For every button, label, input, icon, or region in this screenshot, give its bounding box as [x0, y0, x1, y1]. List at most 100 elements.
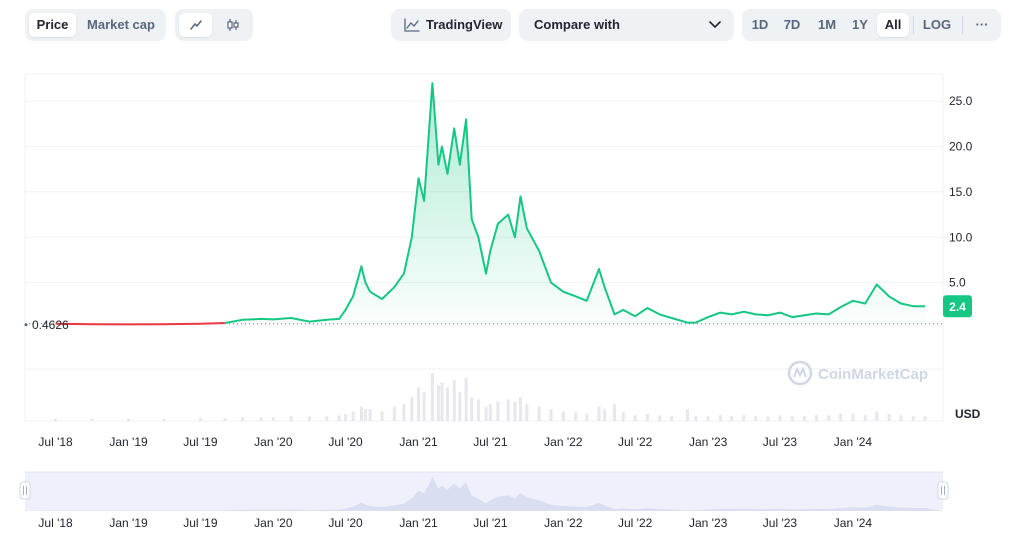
range-1d[interactable]: 1D — [751, 17, 769, 32]
volume-bar — [875, 411, 879, 421]
price-point — [365, 282, 367, 284]
volume-bar — [464, 377, 468, 421]
volume-bar — [325, 416, 329, 421]
more-options-button[interactable]: ··· — [975, 17, 989, 32]
price-point — [403, 273, 405, 275]
volume-bar — [484, 406, 488, 421]
market-cap-tab[interactable]: Market cap — [87, 17, 155, 32]
x-tick-label: Jul '20 — [328, 435, 363, 449]
price-point — [432, 82, 434, 84]
x-tick-label: Jan '21 — [399, 435, 438, 449]
price-point — [695, 322, 697, 324]
price-point — [840, 306, 842, 308]
volume-bar — [803, 416, 807, 421]
volume-bar — [363, 409, 367, 421]
price-point — [447, 173, 449, 175]
price-point — [538, 250, 540, 252]
price-point — [485, 273, 487, 275]
chart-style-toggle — [175, 9, 253, 41]
volume-bar — [351, 411, 355, 421]
range-divider — [962, 16, 963, 34]
price-point — [490, 250, 492, 252]
volume-bar — [337, 415, 341, 421]
navigator-tick-label: Jul '21 — [473, 516, 508, 530]
price-point — [242, 319, 244, 321]
volume-bar — [440, 382, 444, 421]
volume-bar — [380, 411, 384, 421]
volume-bar — [223, 418, 227, 421]
x-tick-label: Jan '20 — [254, 435, 293, 449]
price-point — [441, 146, 443, 148]
price-point — [438, 164, 440, 166]
volume-bar — [603, 409, 607, 421]
candlestick-chart-button[interactable] — [216, 13, 249, 37]
volume-bar — [518, 397, 522, 421]
volume-bar — [670, 416, 674, 421]
tradingview-label: TradingView — [426, 17, 503, 32]
x-tick-label: Jul '22 — [618, 435, 653, 449]
price-tab[interactable]: Price — [29, 13, 76, 37]
price-point — [411, 236, 413, 238]
volume-bar — [658, 415, 662, 421]
price-point — [326, 319, 328, 321]
volume-bar — [90, 418, 94, 421]
volume-bar — [127, 418, 131, 421]
y-tick-label: 25.0 — [949, 94, 973, 108]
price-area — [224, 83, 926, 324]
volume-bar — [839, 413, 843, 421]
volume-bar — [585, 413, 589, 421]
navigator-left-handle[interactable] — [19, 481, 31, 500]
navigator-right-handle[interactable] — [937, 481, 949, 500]
volume-bar — [621, 412, 625, 421]
volume-bar — [911, 416, 915, 421]
volume-bar — [240, 417, 244, 421]
volume-bar — [54, 418, 58, 421]
price-point — [634, 315, 636, 317]
price-point — [526, 227, 528, 229]
volume-bar — [430, 373, 434, 421]
price-point — [338, 318, 340, 320]
tradingview-chart-icon — [404, 18, 420, 32]
volume-bar — [686, 409, 690, 421]
volume-bar — [525, 404, 529, 421]
handle-grip-icon — [937, 481, 949, 500]
range-all[interactable]: All — [877, 13, 909, 37]
x-tick-label: Jul '23 — [763, 435, 798, 449]
price-point — [260, 318, 262, 320]
price-point — [604, 286, 606, 288]
price-point — [273, 319, 275, 321]
volume-bar — [730, 416, 734, 421]
volume-bar — [476, 399, 480, 421]
line-chart-button[interactable] — [179, 13, 212, 37]
line-chart-icon — [189, 20, 202, 30]
log-scale-button[interactable]: LOG — [922, 17, 952, 32]
compare-with-label: Compare with — [534, 17, 620, 32]
volume-bar — [417, 387, 421, 421]
volume-bar — [344, 413, 348, 421]
price-point — [575, 295, 577, 297]
volume-bar — [436, 385, 440, 421]
price-point — [352, 295, 354, 297]
volume-bar — [742, 415, 746, 421]
tradingview-button[interactable]: TradingView — [391, 9, 511, 41]
volume-bar — [513, 401, 517, 421]
volume-bar — [496, 401, 500, 421]
range-1y[interactable]: 1Y — [852, 17, 868, 32]
price-point — [900, 303, 902, 305]
range-1m[interactable]: 1M — [817, 17, 837, 32]
volume-bar — [488, 404, 492, 421]
volume-bar — [851, 413, 855, 421]
volume-bar — [392, 406, 396, 421]
price-point — [924, 305, 926, 307]
range-7d[interactable]: 7D — [783, 17, 801, 32]
compare-with-dropdown[interactable]: Compare with — [519, 9, 734, 41]
price-point — [514, 236, 516, 238]
price-point — [200, 323, 202, 325]
price-point — [622, 309, 624, 311]
volume-bar — [766, 416, 770, 421]
chevron-down-icon — [709, 21, 721, 29]
volume-bar — [422, 392, 426, 421]
price-point — [731, 314, 733, 316]
price-point — [91, 323, 93, 325]
